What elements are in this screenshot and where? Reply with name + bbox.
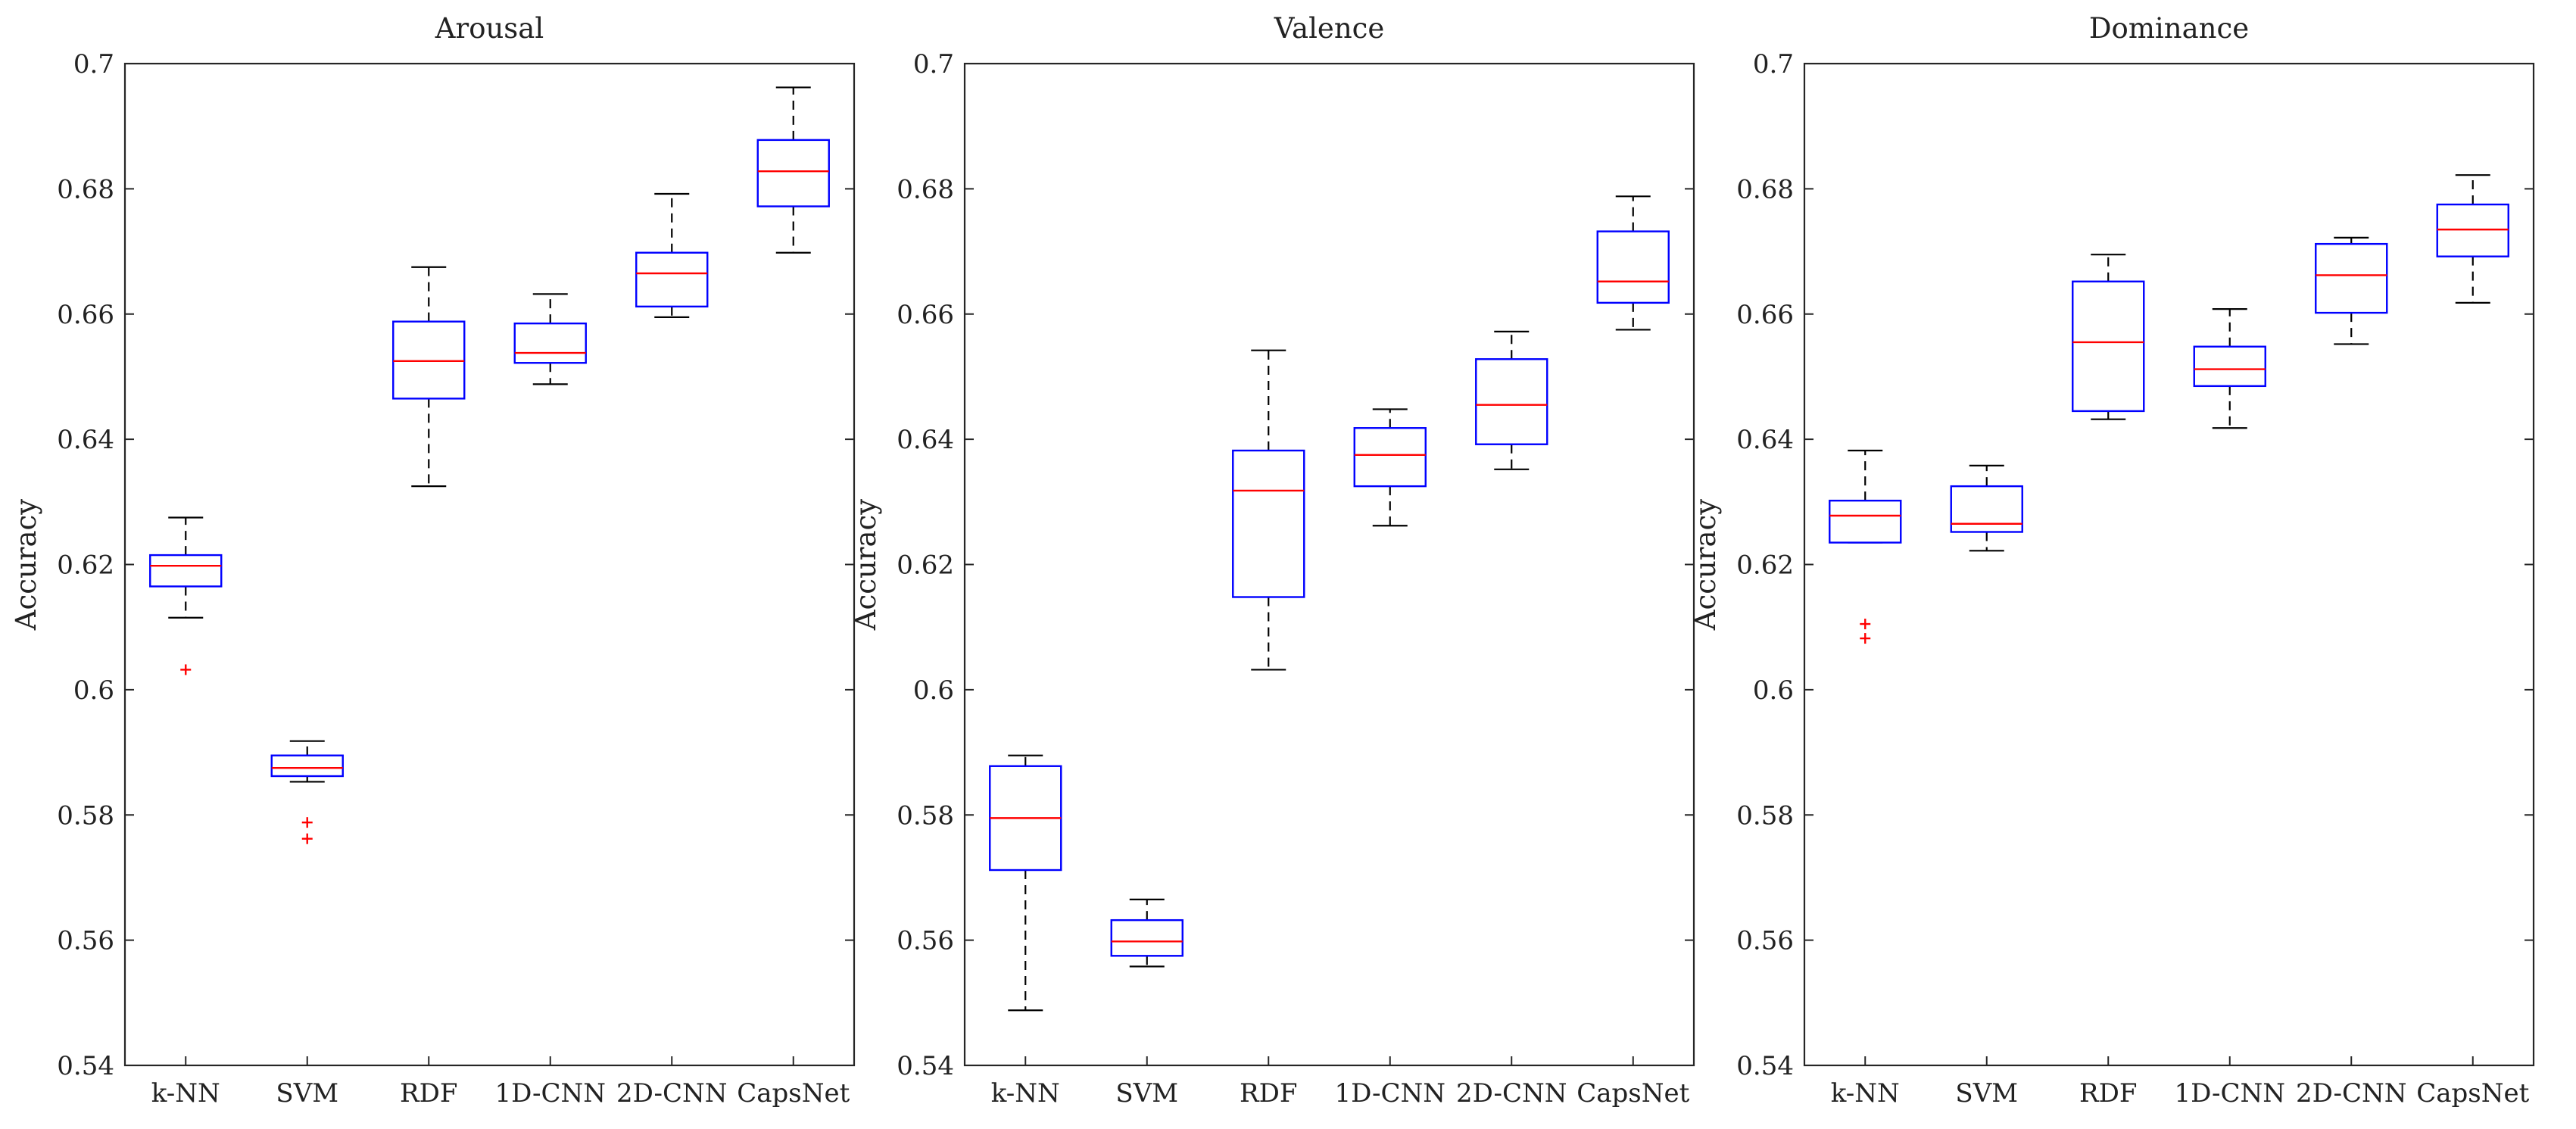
- box-rdf: RDF: [1232, 349, 1305, 1109]
- outlier-marker: [1860, 633, 1871, 644]
- x-tick-label: 2D-CNN: [1456, 1078, 1567, 1109]
- iqr-box: [149, 554, 223, 588]
- iqr-box: [1596, 230, 1670, 304]
- y-tick-label: 0.56: [57, 926, 114, 956]
- y-axis-label: Accuracy: [1689, 499, 1722, 631]
- x-tick-label: 2D-CNN: [616, 1078, 728, 1109]
- y-tick-label: 0.62: [1736, 550, 1794, 581]
- y-tick-label: 0.64: [897, 425, 954, 455]
- iqr-box: [1829, 499, 1902, 544]
- box-1d-cnn: 1D-CNN: [494, 293, 606, 1109]
- iqr-box: [513, 322, 587, 364]
- x-tick-label: 1D-CNN: [494, 1078, 606, 1109]
- iqr-box: [635, 251, 709, 308]
- iqr-box: [2436, 203, 2509, 257]
- box-2d-cnn: 2D-CNN: [1456, 330, 1567, 1109]
- x-tick-label: RDF: [2079, 1078, 2137, 1109]
- y-tick-label: 0.54: [57, 1051, 114, 1081]
- iqr-box: [2315, 242, 2388, 314]
- y-axis-label: Accuracy: [850, 499, 882, 631]
- box-rdf: RDF: [392, 266, 466, 1109]
- box-1d-cnn: 1D-CNN: [1334, 408, 1445, 1109]
- x-tick-label: 2D-CNN: [2296, 1078, 2407, 1109]
- axes-frame: [1803, 62, 2535, 1067]
- iqr-box: [2072, 280, 2145, 413]
- axes-frame: [123, 62, 856, 1067]
- iqr-box: [392, 320, 466, 400]
- x-tick-label: k-NN: [991, 1078, 1060, 1109]
- chart-title: Arousal: [435, 12, 544, 45]
- box-2d-cnn: 2D-CNN: [616, 192, 728, 1109]
- y-tick-label: 0.7: [1753, 49, 1794, 80]
- outlier-marker: [301, 817, 313, 828]
- iqr-box: [1353, 427, 1427, 488]
- x-tick-label: RDF: [1240, 1078, 1297, 1109]
- y-tick-label: 0.68: [1736, 174, 1794, 204]
- y-tick-label: 0.58: [57, 800, 114, 831]
- box-capsnet: CapsNet: [1576, 195, 1690, 1109]
- y-tick-label: 0.56: [1736, 926, 1794, 956]
- box-svm: SVM: [270, 740, 344, 1109]
- x-tick-label: RDF: [400, 1078, 457, 1109]
- y-tick-label: 0.6: [1753, 675, 1794, 706]
- panel-dominance: Dominance Accuracy 0.54 0.56 0.58 0.6 0.62 0.64…: [1689, 12, 2535, 1109]
- y-tick-label: 0.7: [913, 49, 954, 80]
- outlier-marker: [180, 664, 192, 675]
- chart-title: Valence: [1274, 12, 1385, 45]
- iqr-box: [1110, 918, 1184, 957]
- box-capsnet: CapsNet: [737, 86, 850, 1109]
- x-tick-label: CapsNet: [1576, 1078, 1689, 1109]
- iqr-box: [1475, 358, 1548, 445]
- panel-valence: Valence Accuracy 0.54 0.56 0.58 0.6 0.62 0.64 0.…: [850, 12, 1695, 1109]
- iqr-box: [1232, 449, 1305, 598]
- box-k-nn: k-NN: [149, 516, 223, 1109]
- y-tick-label: 0.62: [57, 550, 114, 581]
- y-tick-label: 0.6: [73, 675, 114, 706]
- iqr-box: [756, 139, 830, 207]
- y-tick-label: 0.58: [897, 800, 954, 831]
- iqr-box: [2193, 345, 2266, 388]
- outlier-marker: [301, 833, 313, 844]
- box-k-nn: k-NN: [1829, 449, 1902, 1109]
- y-tick-label: 0.64: [57, 425, 114, 455]
- y-tick-label: 0.54: [1736, 1051, 1794, 1081]
- y-axis-label: Accuracy: [10, 499, 42, 631]
- y-tick-label: 0.66: [57, 300, 114, 330]
- y-tick-label: 0.56: [897, 926, 954, 956]
- box-rdf: RDF: [2072, 254, 2145, 1109]
- axes-frame: [963, 62, 1695, 1067]
- y-tick-label: 0.54: [897, 1051, 954, 1081]
- iqr-box: [270, 754, 344, 778]
- chart-title: Dominance: [2089, 12, 2249, 45]
- y-tick-label: 0.7: [73, 49, 114, 80]
- y-tick-label: 0.66: [1736, 300, 1794, 330]
- x-tick-label: CapsNet: [737, 1078, 850, 1109]
- iqr-box: [1950, 485, 2023, 533]
- x-tick-label: SVM: [276, 1078, 338, 1109]
- x-tick-label: SVM: [1955, 1078, 2018, 1109]
- x-tick-label: k-NN: [1831, 1078, 1900, 1109]
- y-tick-label: 0.66: [897, 300, 954, 330]
- x-tick-label: k-NN: [151, 1078, 220, 1109]
- y-tick-label: 0.62: [897, 550, 954, 581]
- outlier-marker: [1860, 619, 1871, 630]
- y-tick-label: 0.6: [913, 675, 954, 706]
- box-1d-cnn: 1D-CNN: [2174, 308, 2285, 1109]
- box-svm: SVM: [1950, 464, 2023, 1109]
- x-tick-label: 1D-CNN: [2174, 1078, 2285, 1109]
- y-tick-label: 0.68: [897, 174, 954, 204]
- box-svm: SVM: [1110, 898, 1184, 1109]
- x-tick-label: 1D-CNN: [1334, 1078, 1445, 1109]
- panel-arousal: Arousal Accuracy 0.54 0.56 0.58 0.6 0.62 0.64 0.…: [10, 12, 856, 1109]
- y-tick-label: 0.64: [1736, 425, 1794, 455]
- box-k-nn: k-NN: [989, 754, 1062, 1109]
- y-tick-label: 0.58: [1736, 800, 1794, 831]
- x-tick-label: CapsNet: [2416, 1078, 2529, 1109]
- box-capsnet: CapsNet: [2416, 174, 2530, 1109]
- box-2d-cnn: 2D-CNN: [2296, 236, 2407, 1109]
- x-tick-label: SVM: [1115, 1078, 1178, 1109]
- y-tick-label: 0.68: [57, 174, 114, 204]
